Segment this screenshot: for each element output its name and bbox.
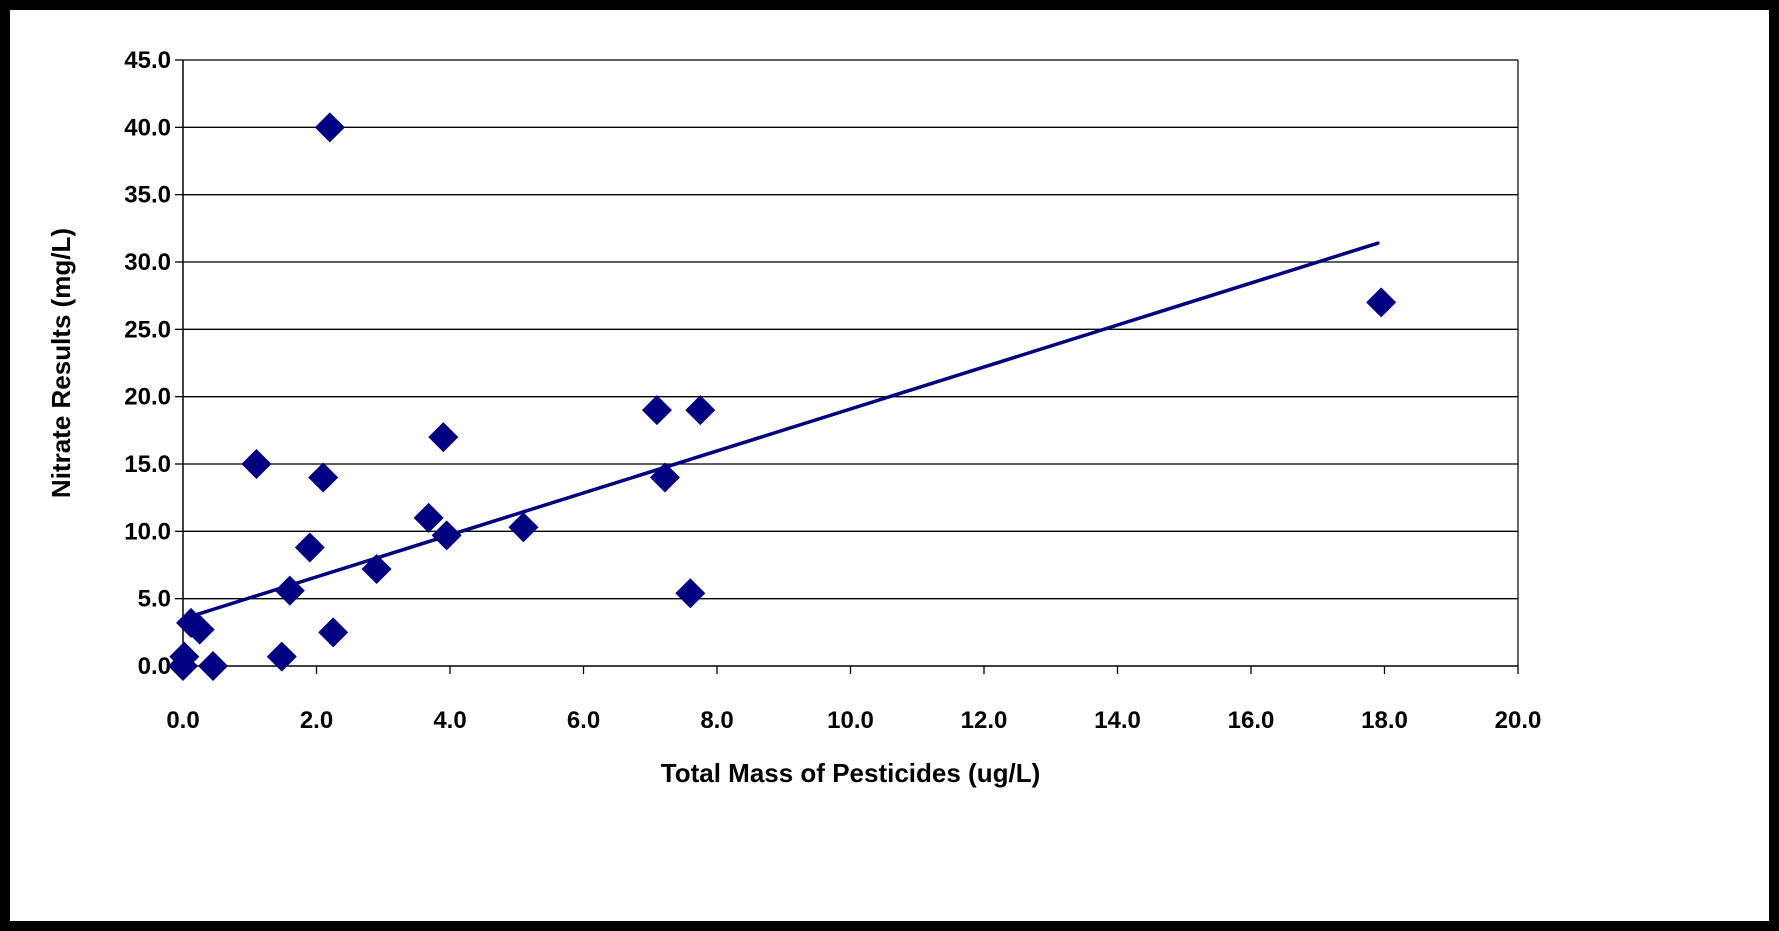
x-tick-label: 4.0 (433, 707, 466, 734)
axes (175, 59, 1519, 674)
x-tick-label: 10.0 (827, 707, 874, 734)
y-axis-ticks: 0.0 5.0 10.0 15.0 20.0 25.0 30.0 35.0 40.0 45.0 (124, 47, 171, 680)
y-tick-label: 35.0 (124, 182, 171, 209)
y-tick-label: 0.0 (138, 653, 171, 680)
data-point (169, 641, 200, 672)
x-tick-label: 18.0 (1361, 707, 1408, 734)
y-tick-label: 15.0 (124, 451, 171, 478)
x-tick-label: 12.0 (961, 707, 1008, 734)
x-axis-ticks: 0.0 2.0 4.0 6.0 8.0 10.0 12.0 14.0 16.0 18.0 20.0 (166, 707, 1541, 734)
data-point (675, 578, 706, 609)
y-tick-label: 45.0 (124, 47, 171, 74)
data-point (198, 651, 229, 681)
trendline-layer (181, 241, 1380, 621)
x-axis-title: Total Mass of Pesticides (ug/L) (661, 758, 1040, 788)
y-tick-label: 5.0 (138, 586, 171, 613)
data-point (266, 641, 297, 672)
data-point (314, 112, 345, 143)
x-tick-label: 0.0 (166, 707, 199, 734)
data-point (1366, 287, 1397, 318)
y-tick-label: 40.0 (124, 114, 171, 141)
data-point (413, 502, 444, 533)
data-point (184, 614, 215, 645)
data-point (294, 532, 325, 563)
data-point (649, 462, 680, 493)
y-tick-label: 25.0 (124, 316, 171, 343)
y-tick-label: 30.0 (124, 249, 171, 276)
data-point (361, 554, 392, 585)
x-tick-label: 14.0 (1094, 707, 1141, 734)
data-points (168, 112, 1397, 681)
data-point (274, 575, 305, 606)
x-tick-label: 16.0 (1228, 707, 1275, 734)
data-point (241, 449, 272, 479)
data-point (641, 395, 672, 426)
data-point (508, 512, 539, 543)
y-tick-label: 10.0 (124, 518, 171, 545)
data-point (318, 617, 349, 648)
gridlines (183, 59, 1518, 600)
x-tick-label: 2.0 (300, 707, 333, 734)
x-tick-label: 6.0 (567, 707, 600, 734)
data-point (428, 422, 459, 453)
data-point (308, 462, 339, 493)
data-point (431, 520, 462, 551)
y-axis-title: Nitrate Results (mg/L) (46, 228, 76, 498)
y-tick-label: 20.0 (124, 384, 171, 411)
x-tick-label: 8.0 (700, 707, 733, 734)
x-tick-label: 20.0 (1495, 707, 1542, 734)
trendline (181, 241, 1380, 621)
data-point (685, 395, 716, 426)
